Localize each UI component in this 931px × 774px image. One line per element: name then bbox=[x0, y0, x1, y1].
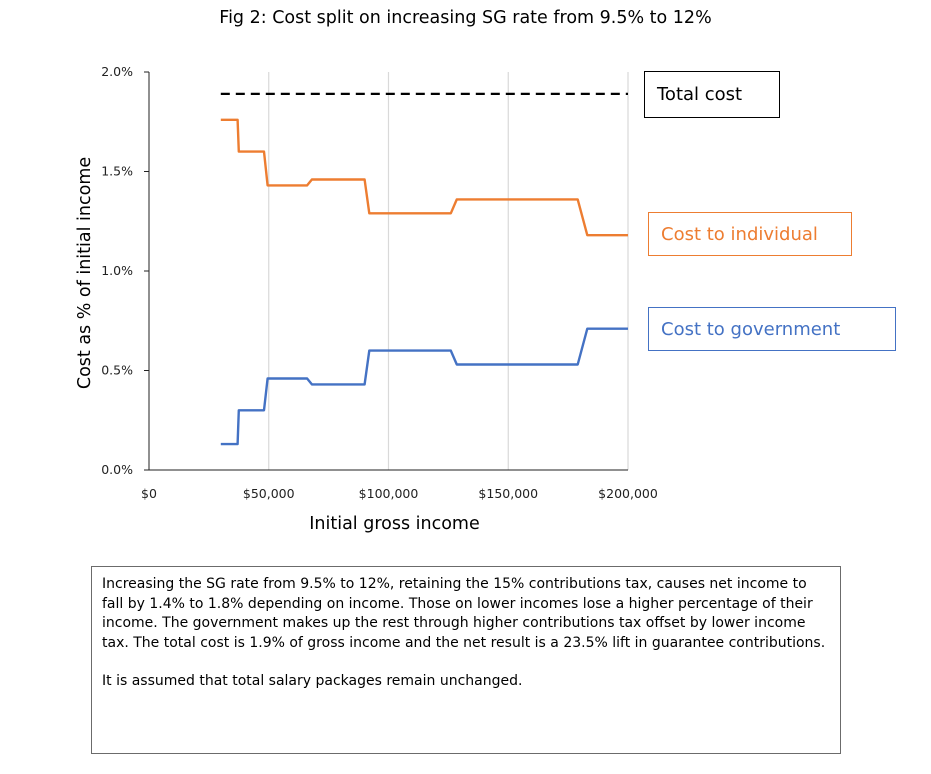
legend-total-cost: Total cost bbox=[644, 71, 780, 118]
y-tick-label: 1.0% bbox=[101, 263, 133, 278]
y-tick-label: 0.5% bbox=[101, 363, 133, 378]
note-paragraph-1: Increasing the SG rate from 9.5% to 12%,… bbox=[102, 576, 826, 651]
y-tick-label: 1.5% bbox=[101, 164, 133, 179]
y-tick-label: 0.0% bbox=[101, 462, 133, 477]
series-line-cost-to-individual bbox=[220, 118, 628, 237]
x-tick-label: $150,000 bbox=[478, 486, 538, 501]
y-axis-title: Cost as % of initial income bbox=[75, 157, 95, 389]
note-paragraph-2: It is assumed that total salary packages… bbox=[102, 673, 523, 690]
x-tick-label: $100,000 bbox=[359, 486, 419, 501]
x-tick-label: $0 bbox=[141, 486, 157, 501]
x-tick-label: $200,000 bbox=[598, 486, 658, 501]
chart-title: Fig 2: Cost split on increasing SG rate … bbox=[219, 8, 712, 28]
explanatory-note-box: Increasing the SG rate from 9.5% to 12%,… bbox=[91, 566, 841, 754]
series-line-cost-to-government bbox=[220, 327, 628, 446]
chart-area: 0.0% 0.5% 1.0% 1.5% 2.0% $0 $50,000 $100,000 $15… bbox=[75, 64, 658, 534]
y-tick-label: 2.0% bbox=[101, 64, 133, 79]
x-axis-title: Initial gross income bbox=[309, 514, 480, 534]
legend-cost-to-individual: Cost to individual bbox=[648, 212, 852, 256]
x-tick-label: $50,000 bbox=[243, 486, 295, 501]
legend-cost-to-government: Cost to government bbox=[648, 307, 896, 351]
